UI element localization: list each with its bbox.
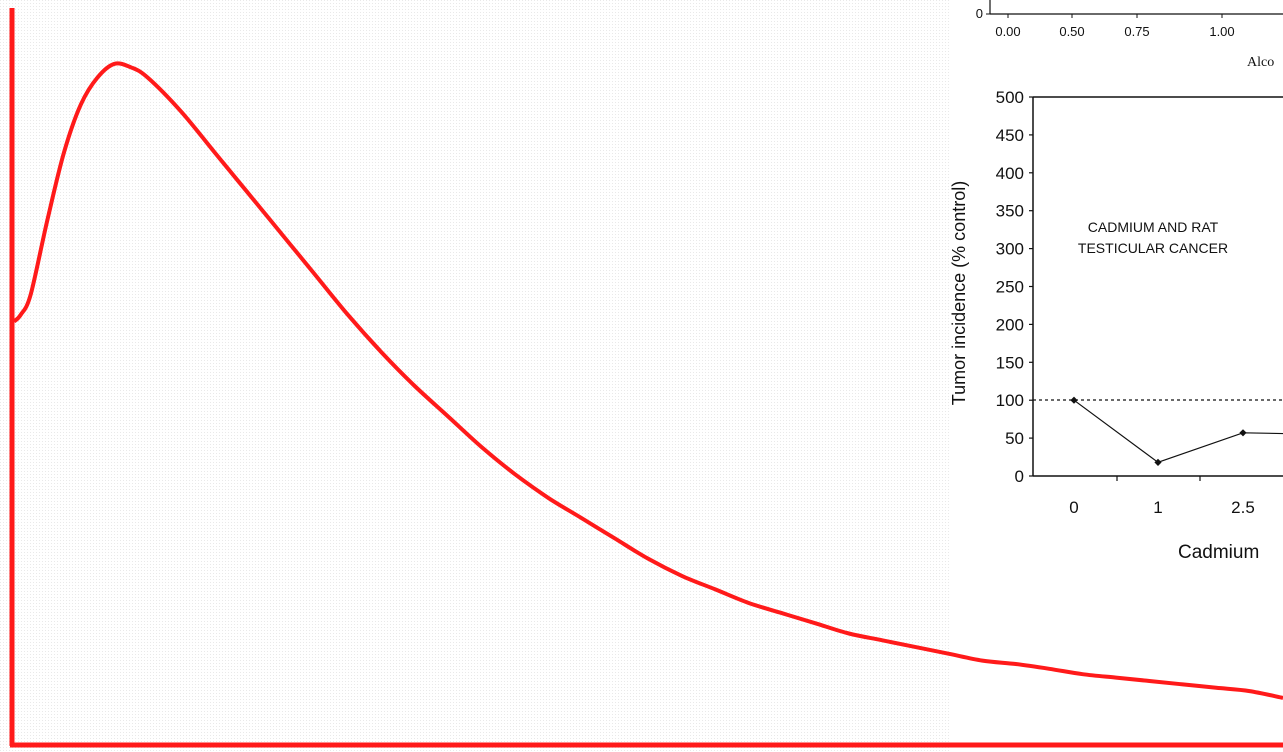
main-curve-line <box>12 61 1283 700</box>
cadmium-y-tick-label: 250 <box>996 278 1024 297</box>
alcohol-chart: 0 0.00 0.50 0.75 1.00 Alco <box>976 0 1283 70</box>
alcohol-x-axis-label: Alco <box>1247 55 1274 70</box>
cadmium-y-axis-label: Tumor incidence (% control) <box>949 181 969 405</box>
alcohol-x-tick-label: 0.75 <box>1124 24 1149 39</box>
cadmium-y-tick-label: 50 <box>1005 429 1024 448</box>
cadmium-series-line <box>1073 399 1283 464</box>
cadmium-y-tick-label: 350 <box>996 202 1024 221</box>
cadmium-title-line-1: CADMIUM AND RAT <box>1088 219 1219 235</box>
alcohol-x-tick-label: 1.00 <box>1209 24 1234 39</box>
cadmium-data-point <box>1239 429 1247 437</box>
cadmium-title-line-2: TESTICULAR CANCER <box>1078 240 1228 256</box>
cadmium-y-tick-label: 450 <box>996 126 1024 145</box>
alcohol-x-tick-label: 0.50 <box>1059 24 1084 39</box>
cadmium-y-tick-label: 150 <box>996 353 1024 372</box>
cadmium-data-point <box>1154 458 1162 466</box>
cadmium-x-tick-label: 2.5 <box>1231 498 1255 517</box>
cadmium-x-tick-label: 1 <box>1153 498 1162 517</box>
cadmium-y-tick-label: 100 <box>996 391 1024 410</box>
cadmium-y-tick-label: 400 <box>996 164 1024 183</box>
alcohol-y-tick-label: 0 <box>976 6 983 21</box>
cadmium-x-tick-label: 0 <box>1069 498 1078 517</box>
cadmium-y-tick-label: 500 <box>996 88 1024 107</box>
cadmium-y-tick-label: 300 <box>996 240 1024 259</box>
alcohol-x-tick-label: 0.00 <box>995 24 1020 39</box>
background-texture <box>0 0 950 752</box>
cadmium-chart: 0 50 100 150 200 250 300 350 400 450 500 0 1 2.5 CAD… <box>949 88 1283 563</box>
main-curve-chart <box>9 8 1283 748</box>
cadmium-y-tick-label: 0 <box>1015 467 1024 486</box>
cadmium-data-point <box>1070 396 1078 404</box>
cadmium-x-axis-label: Cadmium <box>1178 542 1259 563</box>
cadmium-y-tick-label: 200 <box>996 315 1024 334</box>
